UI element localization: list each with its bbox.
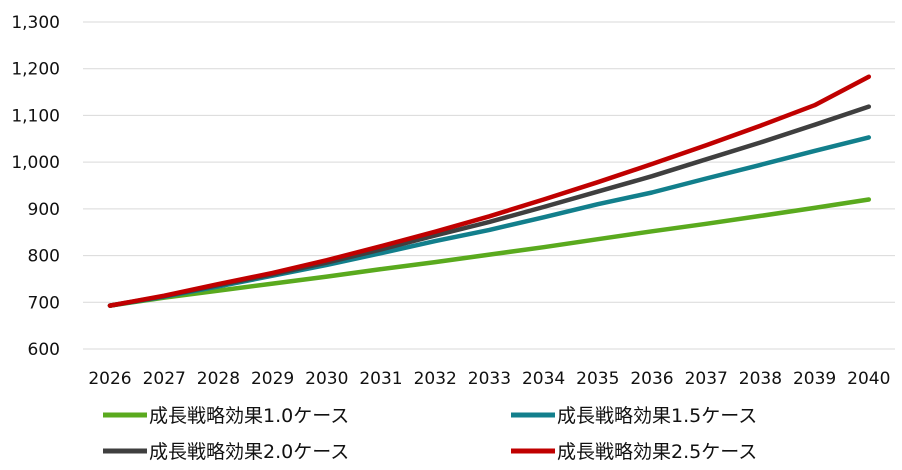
series-lines — [107, 74, 872, 308]
y-tick-label: 800 — [28, 247, 60, 267]
series-line-1 — [107, 197, 872, 308]
x-tick-label: 2029 — [251, 369, 294, 389]
y-tick-label: 700 — [28, 293, 60, 313]
y-axis-ticks: 600 700 800 900 1,000 1,100 1,200 1,300 — [11, 13, 60, 360]
legend-label-4: 成長戦略効果2.5ケース — [557, 441, 757, 463]
y-tick-label: 1,100 — [11, 106, 60, 126]
legend-label-2: 成長戦略効果1.5ケース — [557, 405, 757, 427]
x-tick-label: 2039 — [793, 369, 836, 389]
x-tick-label: 2030 — [305, 369, 348, 389]
y-tick-label: 1,000 — [11, 153, 60, 173]
y-tick-label: 600 — [28, 340, 60, 360]
x-axis-ticks: 2026 2027 2028 2029 2030 2031 2032 2033 2034 2035… — [88, 369, 890, 389]
y-tick-label: 1,300 — [11, 13, 60, 33]
series-line-4 — [107, 74, 872, 308]
y-tick-label: 900 — [28, 200, 60, 220]
x-tick-label: 2037 — [685, 369, 728, 389]
x-tick-label: 2038 — [739, 369, 782, 389]
x-tick-label: 2033 — [468, 369, 511, 389]
x-tick-label: 2040 — [847, 369, 890, 389]
y-tick-label: 1,200 — [11, 60, 60, 80]
legend-label-1: 成長戦略効果1.0ケース — [149, 405, 349, 427]
x-tick-label: 2034 — [522, 369, 565, 389]
series-line-3 — [107, 104, 872, 308]
x-tick-label: 2035 — [576, 369, 619, 389]
x-tick-label: 2031 — [359, 369, 402, 389]
gridlines — [83, 21, 895, 350]
x-tick-label: 2032 — [414, 369, 457, 389]
x-tick-label: 2036 — [630, 369, 673, 389]
legend-label-3: 成長戦略効果2.0ケース — [149, 441, 349, 463]
x-tick-label: 2027 — [143, 369, 186, 389]
x-tick-label: 2028 — [197, 369, 240, 389]
x-tick-label: 2026 — [88, 369, 131, 389]
